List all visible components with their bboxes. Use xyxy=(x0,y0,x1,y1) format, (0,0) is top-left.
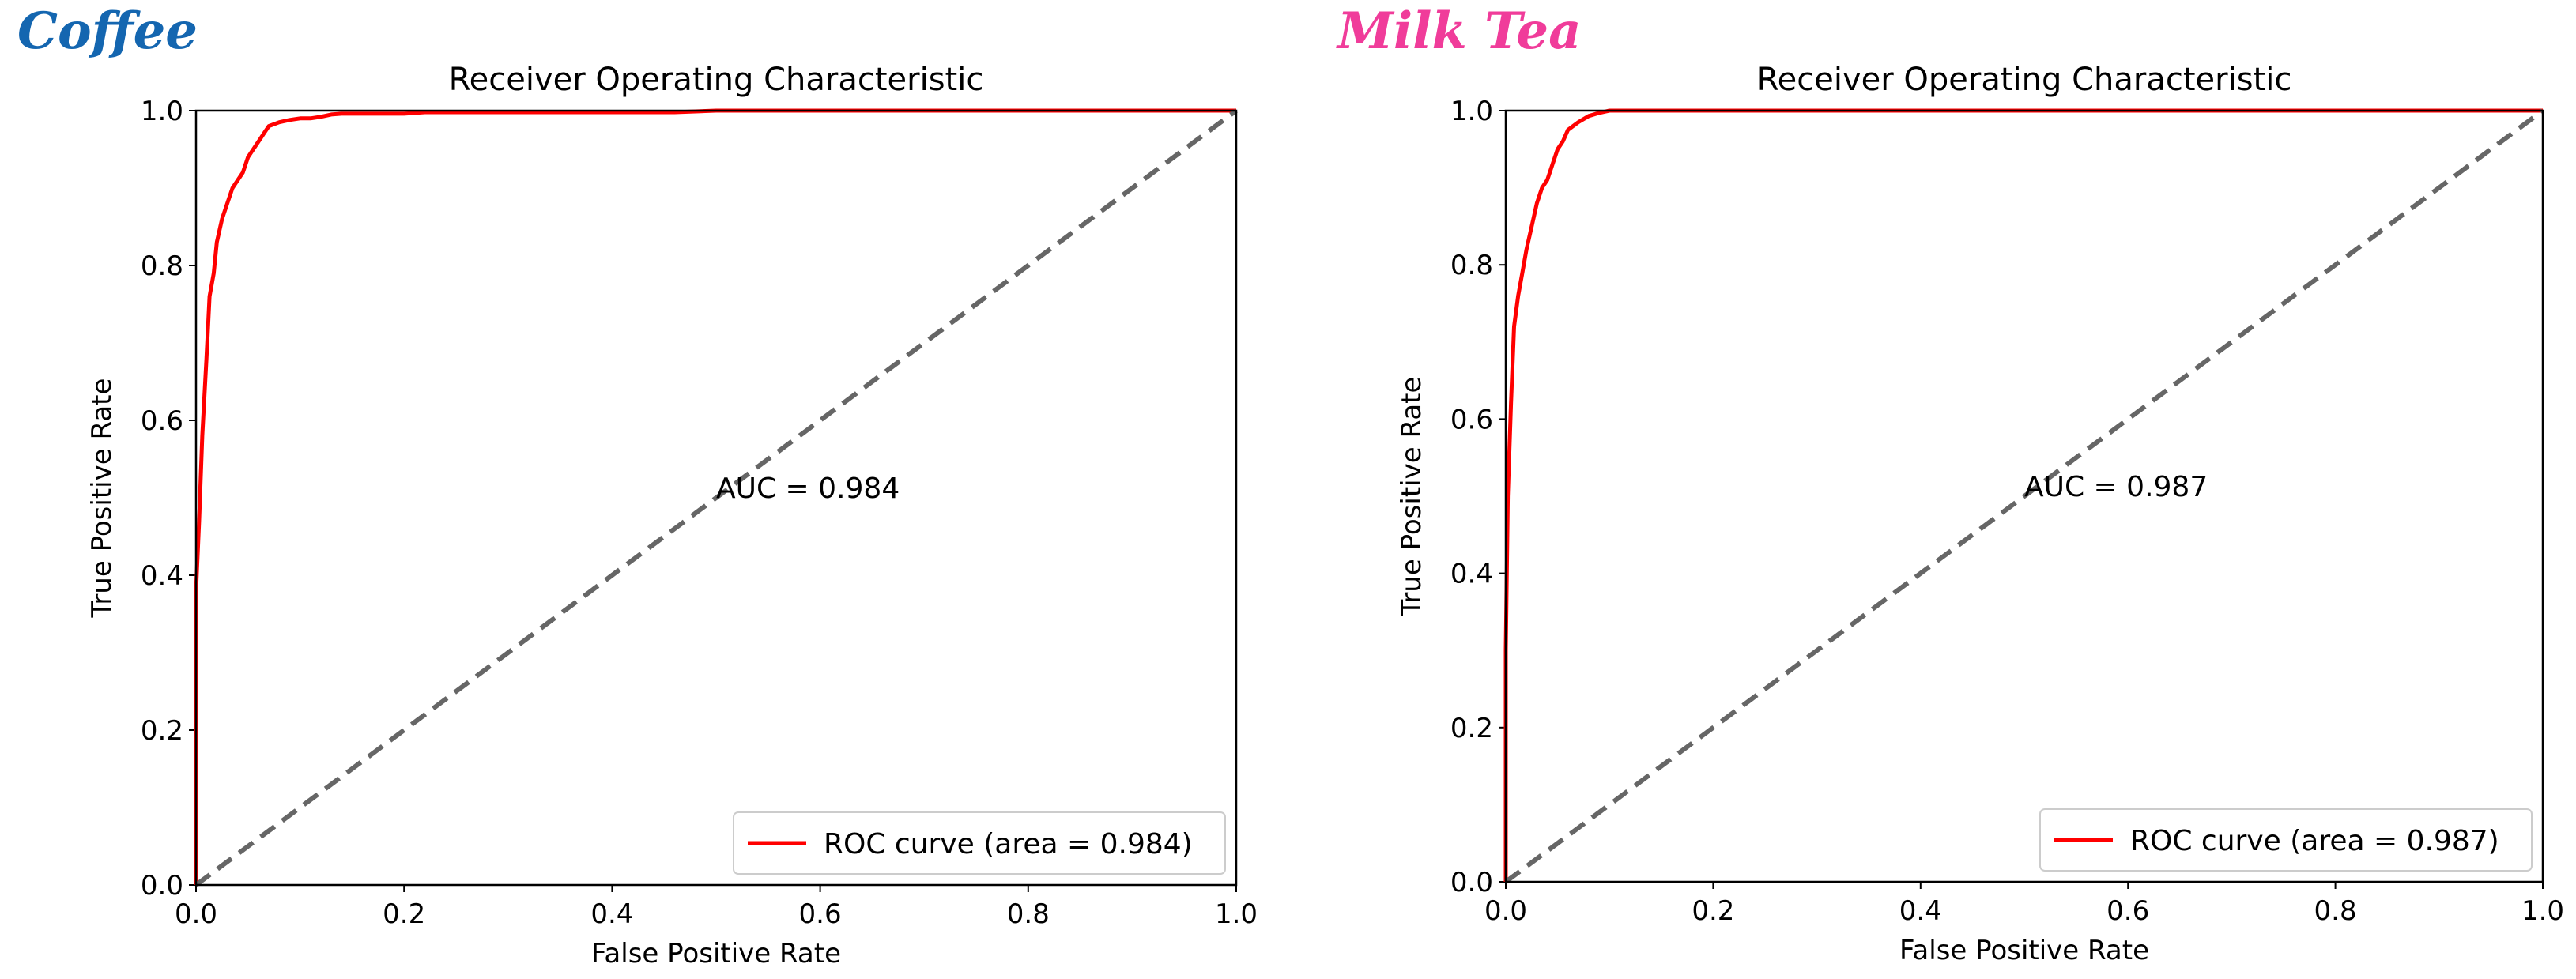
y-tick-label: 0.8 xyxy=(141,250,183,282)
y-axis-label: True Positive Rate xyxy=(1396,377,1428,617)
chance-diagonal-line xyxy=(194,108,1238,887)
y-tick-label: 0.8 xyxy=(1450,250,1493,281)
chart-title: Receiver Operating Characteristic xyxy=(1757,62,2292,98)
legend-label: ROC curve (area = 0.984) xyxy=(824,828,1193,860)
legend-box xyxy=(2039,808,2533,872)
y-tick-label: 0.4 xyxy=(141,560,183,592)
x-tick-label: 0.0 xyxy=(175,898,217,930)
chart-1: Receiver Operating Characteristic 0.0 0.2 0… xyxy=(1396,62,2564,966)
y-tick-label: 0.4 xyxy=(1450,559,1493,590)
y-tick-label: 0.6 xyxy=(1450,404,1493,435)
x-tick-label: 0.2 xyxy=(383,898,425,930)
y-tick-label: 1.0 xyxy=(1450,96,1493,127)
chart-0: Receiver Operating Characteristic 0.0 0.2 0… xyxy=(86,62,1258,970)
plot-frame xyxy=(194,109,1238,887)
y-tick-label: 1.0 xyxy=(141,96,183,127)
x-tick-label: 1.0 xyxy=(1215,898,1258,930)
x-tick-label: 0.4 xyxy=(590,898,633,930)
panel-label-coffee: Coffee xyxy=(17,2,198,61)
y-axis-label: True Positive Rate xyxy=(86,378,118,619)
chance-diagonal-line xyxy=(1504,108,2544,884)
x-tick-label: 0.8 xyxy=(1007,898,1050,930)
x-tick-label: 0.6 xyxy=(2106,895,2149,927)
x-tick-label: 1.0 xyxy=(2521,895,2564,927)
roc-curve-line xyxy=(194,108,1236,885)
x-axis-label: False Positive Rate xyxy=(1899,935,2149,966)
chart-title: Receiver Operating Characteristic xyxy=(449,62,984,98)
plot-frame xyxy=(1504,109,2544,883)
x-tick-label: 0.2 xyxy=(1692,895,1734,927)
auc-annotation: AUC = 0.987 xyxy=(2024,471,2208,503)
y-tick-label: 0.2 xyxy=(1450,713,1493,744)
panel-label-milk-tea: Milk Tea xyxy=(1337,2,1582,61)
legend-box xyxy=(733,811,1226,875)
x-tick-label: 0.8 xyxy=(2314,895,2357,927)
x-tick-label: 0.6 xyxy=(799,898,842,930)
x-tick-label: 0.4 xyxy=(1899,895,1942,927)
y-tick-label: 0.6 xyxy=(141,405,183,437)
y-tick-label: 0.0 xyxy=(1450,867,1493,898)
y-tick-label: 0.2 xyxy=(141,715,183,747)
auc-annotation: AUC = 0.984 xyxy=(716,473,900,505)
x-tick-label: 0.0 xyxy=(1484,895,1527,927)
legend-label: ROC curve (area = 0.987) xyxy=(2130,825,2499,857)
y-tick-label: 0.0 xyxy=(141,870,183,902)
x-axis-label: False Positive Rate xyxy=(591,938,841,970)
